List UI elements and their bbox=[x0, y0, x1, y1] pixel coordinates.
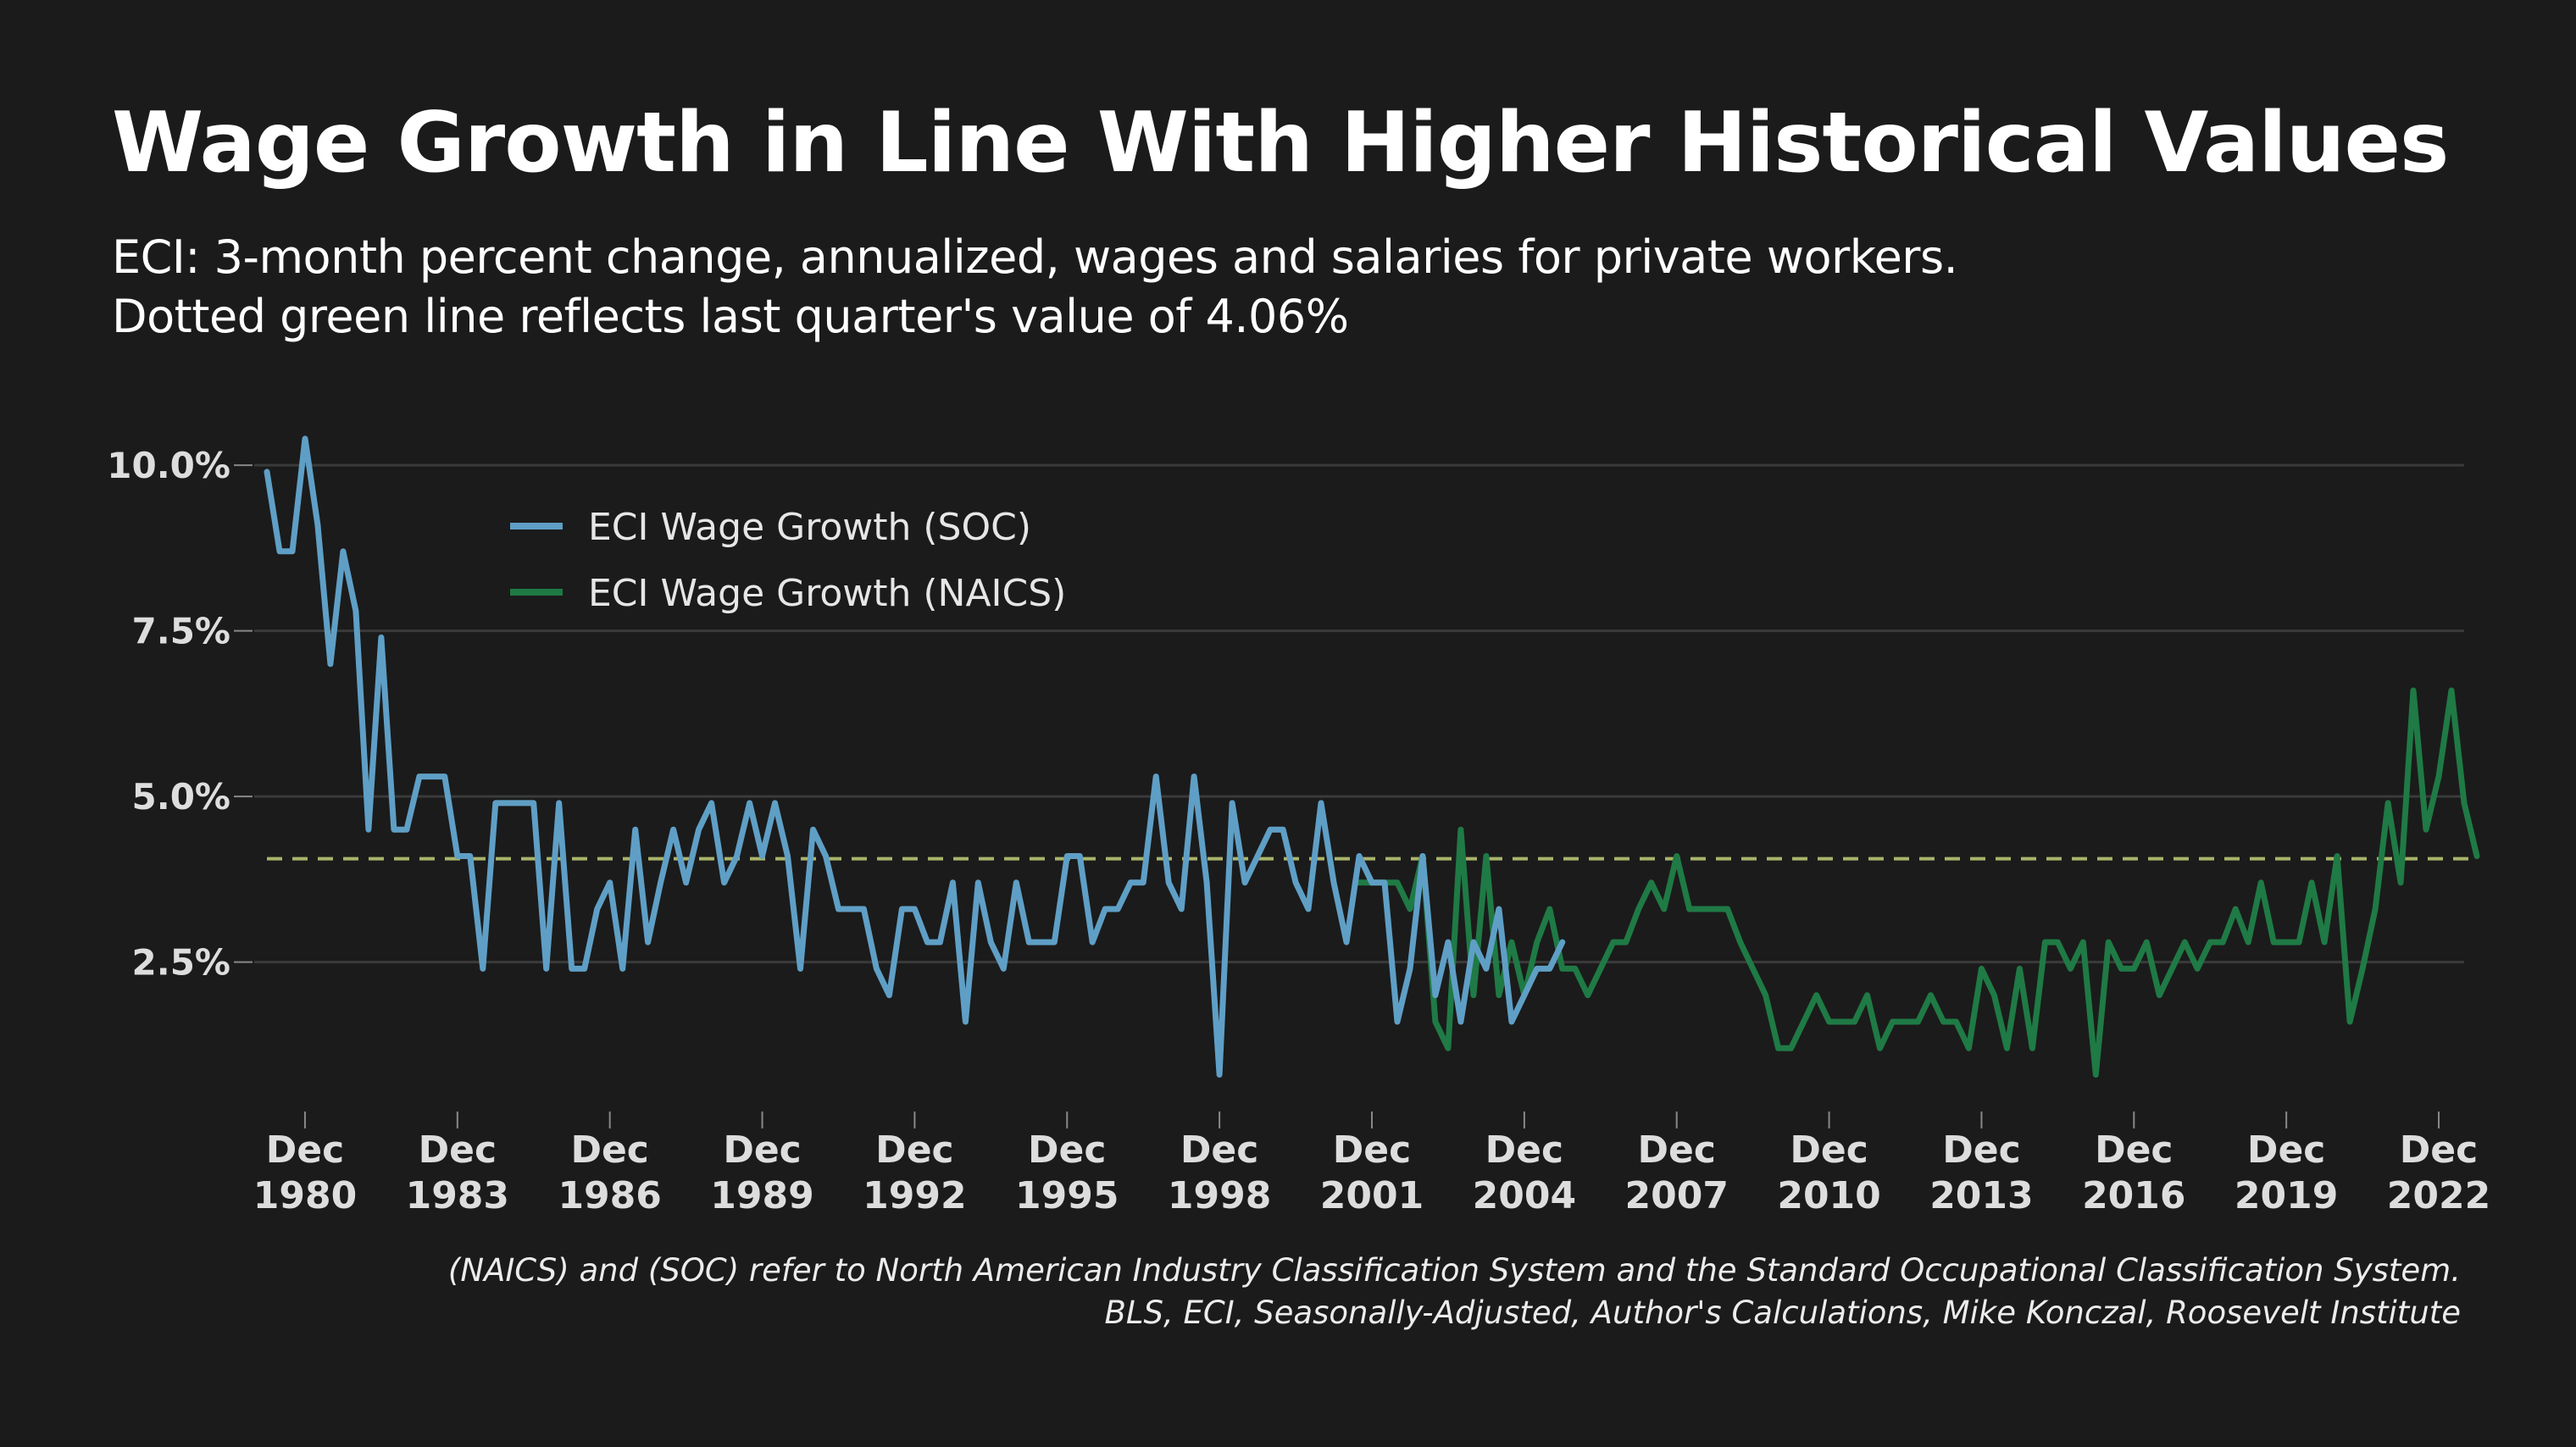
x-tick-label-year: 2004 bbox=[1473, 1174, 1576, 1217]
x-tick-label-year: 1989 bbox=[710, 1174, 813, 1217]
footnote-classification: (NAICS) and (SOC) refer to North America… bbox=[447, 1252, 2461, 1289]
x-tick-label-year: 2007 bbox=[1624, 1174, 1728, 1217]
x-tick-label-year: 2001 bbox=[1320, 1174, 1424, 1217]
y-axis-ticks: 2.5% 5.0% 7.5% 10.0% bbox=[107, 445, 253, 984]
x-tick-label-month: Dec bbox=[266, 1128, 344, 1172]
y-tick-label: 10.0% bbox=[107, 445, 230, 486]
series-lines bbox=[264, 435, 2480, 1078]
x-tick-label-month: Dec bbox=[1790, 1128, 1868, 1172]
x-tick-label-year: 1992 bbox=[863, 1174, 966, 1217]
x-tick-label-month: Dec bbox=[1942, 1128, 2020, 1172]
x-tick-label-year: 2019 bbox=[2235, 1174, 2338, 1217]
x-tick-label-month: Dec bbox=[1637, 1128, 1715, 1172]
x-tick-label-year: 1983 bbox=[406, 1174, 509, 1217]
x-tick-label-year: 2013 bbox=[1929, 1174, 2033, 1217]
x-tick-label-month: Dec bbox=[2247, 1128, 2325, 1172]
x-tick-label-month: Dec bbox=[2400, 1128, 2478, 1172]
x-tick-label-month: Dec bbox=[1028, 1128, 1106, 1172]
x-tick-label-month: Dec bbox=[723, 1128, 801, 1172]
x-tick-label-year: 2022 bbox=[2387, 1174, 2490, 1217]
series-line-soc bbox=[264, 435, 1566, 1078]
x-tick-label-year: 1980 bbox=[253, 1174, 357, 1217]
x-tick-label-month: Dec bbox=[2095, 1128, 2173, 1172]
chart-subtitle-line-1: ECI: 3-month percent change, annualized,… bbox=[112, 230, 1958, 284]
footnote-source: BLS, ECI, Seasonally-Adjusted, Author's … bbox=[1104, 1295, 2462, 1331]
x-tick-label-year: 1998 bbox=[1168, 1174, 1271, 1217]
legend: ECI Wage Growth (SOC) ECI Wage Growth (NA… bbox=[510, 506, 1066, 615]
x-tick-label-year: 2016 bbox=[2082, 1174, 2185, 1217]
x-tick-label-year: 1986 bbox=[558, 1174, 661, 1217]
chart-title: Wage Growth in Line With Higher Historic… bbox=[112, 95, 2449, 191]
legend-label-naics: ECI Wage Growth (NAICS) bbox=[588, 572, 1066, 615]
x-axis-ticks: Dec1980Dec1983Dec1986Dec1989Dec1992Dec19… bbox=[253, 1112, 2490, 1217]
legend-label-soc: ECI Wage Growth (SOC) bbox=[588, 506, 1031, 549]
x-tick-label-month: Dec bbox=[1485, 1128, 1563, 1172]
gridlines bbox=[254, 463, 2464, 964]
x-tick-label-year: 1995 bbox=[1015, 1174, 1119, 1217]
x-tick-label-month: Dec bbox=[570, 1128, 648, 1172]
x-tick-label-month: Dec bbox=[875, 1128, 953, 1172]
x-tick-label-month: Dec bbox=[1180, 1128, 1258, 1172]
x-tick-label-month: Dec bbox=[1333, 1128, 1411, 1172]
x-tick-label-year: 2010 bbox=[1777, 1174, 1880, 1217]
y-tick-label: 7.5% bbox=[132, 611, 230, 652]
chart-subtitle-line-2: Dotted green line reflects last quarter'… bbox=[112, 290, 1349, 343]
y-tick-label: 2.5% bbox=[132, 942, 230, 984]
x-tick-label-month: Dec bbox=[419, 1128, 497, 1172]
y-tick-label: 5.0% bbox=[132, 776, 230, 818]
series-line-naics bbox=[1356, 687, 2480, 1078]
